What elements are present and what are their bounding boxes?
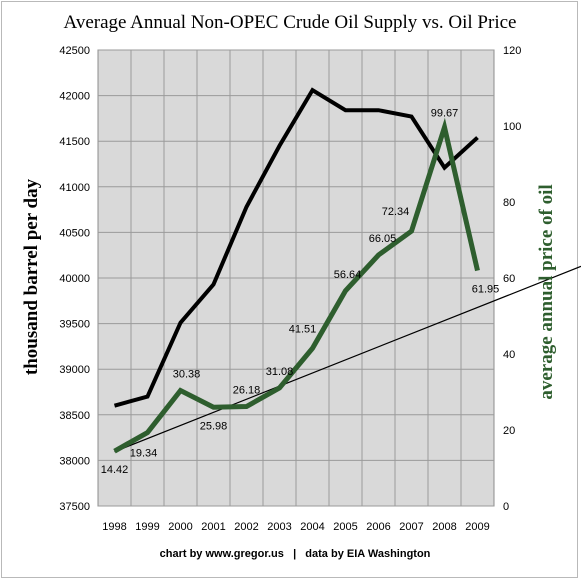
y2-tick-label: 100: [503, 121, 521, 133]
price-data-label: 30.38: [173, 369, 201, 381]
y2-tick-label: 120: [503, 45, 521, 57]
y-tick-label: 38000: [59, 455, 90, 467]
chart-credit: chart by www.gregor.us | data by EIA Was…: [160, 548, 431, 560]
trendline: [114, 265, 581, 453]
chart-title: Average Annual Non-OPEC Crude Oil Supply…: [64, 12, 517, 33]
x-tick-label: 2001: [201, 521, 225, 533]
x-tick-label: 2000: [168, 521, 192, 533]
y2-tick-label: 60: [503, 273, 515, 285]
y-tick-label: 42500: [59, 45, 90, 57]
x-axis: 1998 1999 2000 2001 2002 2003 2004 2005 2006 2007…: [102, 521, 489, 533]
price-data-label: 41.51: [289, 323, 317, 335]
y-tick-label: 41000: [59, 182, 90, 194]
y2-axis-label: average annual price of oil: [536, 184, 557, 399]
price-data-label: 14.42: [101, 464, 129, 476]
series-layer: [113, 87, 581, 454]
price-data-label: 56.64: [334, 269, 362, 281]
x-tick-label: 2002: [234, 521, 258, 533]
x-tick-label: 2007: [399, 521, 423, 533]
oil-price-line: [113, 117, 480, 454]
left-axis: 37500 38000 38500 39000 39500 40000 40500 41000…: [59, 45, 90, 513]
crude-supply-line: [113, 87, 479, 408]
x-tick-label: 2003: [267, 521, 291, 533]
x-tick-label: 2008: [432, 521, 456, 533]
x-tick-label: 2006: [366, 521, 390, 533]
y-tick-label: 41500: [59, 136, 90, 148]
price-data-label: 19.34: [130, 448, 158, 460]
y-tick-label: 39500: [59, 319, 90, 331]
price-data-label: 26.18: [233, 385, 261, 397]
x-tick-label: 1998: [102, 521, 126, 533]
y-tick-label: 40000: [59, 273, 90, 285]
y-tick-label: 39000: [59, 364, 90, 376]
price-data-label: 31.08: [266, 366, 294, 378]
y2-tick-label: 0: [503, 501, 509, 513]
price-data-label: 61.95: [472, 284, 500, 296]
price-data-label: 72.34: [382, 206, 410, 218]
x-tick-label: 1999: [135, 521, 159, 533]
right-axis: 0 20 40 60 80 100 120: [503, 45, 521, 513]
y-tick-label: 40500: [59, 227, 90, 239]
y-tick-label: 38500: [59, 410, 90, 422]
y-axis-label: thousand barrel per day: [21, 178, 42, 375]
x-tick-label: 2009: [465, 521, 489, 533]
y-tick-label: 42000: [59, 91, 90, 103]
y2-tick-label: 20: [503, 425, 515, 437]
price-data-label: 25.98: [200, 420, 228, 432]
price-data-label: 66.05: [369, 233, 397, 245]
price-data-label: 99.67: [431, 107, 459, 119]
y2-tick-label: 40: [503, 349, 515, 361]
x-tick-label: 2004: [300, 521, 324, 533]
y-tick-label: 37500: [59, 501, 90, 513]
x-tick-label: 2005: [333, 521, 357, 533]
y2-tick-label: 80: [503, 197, 515, 209]
